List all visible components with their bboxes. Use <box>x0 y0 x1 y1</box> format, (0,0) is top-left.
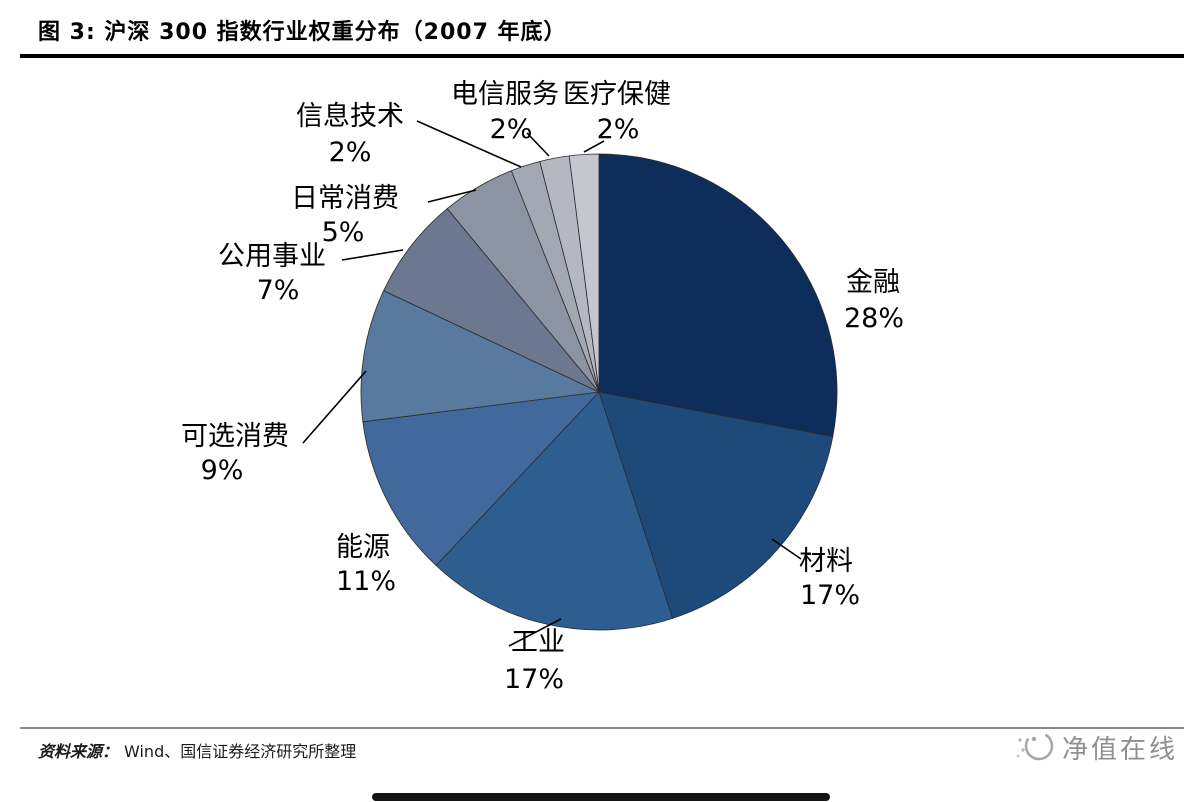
pie-value-工业: 17% <box>504 664 564 695</box>
pie-slice-金融 <box>598 153 838 438</box>
pie-value-材料: 17% <box>800 580 860 611</box>
pie-value-公用事业: 7% <box>257 275 300 306</box>
bottom-bar <box>372 793 830 801</box>
pie-label-公用事业: 公用事业 <box>218 241 326 272</box>
pie-value-电信服务: 2% <box>490 114 533 145</box>
pie-label-可选消费: 可选消费 <box>181 421 289 452</box>
source-note-text: Wind、国信证券经济研究所整理 <box>124 742 357 761</box>
figure-title: 图 3: 沪深 300 指数行业权重分布（2007 年底） <box>38 20 567 45</box>
pie-slice-公用事业 <box>383 208 600 393</box>
pie-label-金融: 金融 <box>846 267 900 298</box>
pie-slice-医疗保健 <box>568 153 600 393</box>
leader-line-材料 <box>771 538 802 560</box>
pie-label-信息技术: 信息技术 <box>296 101 404 132</box>
source-note-prefix: 资料来源： <box>38 742 119 761</box>
leader-line-公用事业 <box>341 249 404 261</box>
leader-line-日常消费 <box>427 189 477 203</box>
pie-label-日常消费: 日常消费 <box>291 183 399 214</box>
pie-slice-可选消费 <box>360 290 601 423</box>
pie-slice-材料 <box>598 391 834 619</box>
pie-value-医疗保健: 2% <box>597 114 640 145</box>
pie-slice-能源 <box>362 391 601 567</box>
pie-value-日常消费: 5% <box>322 217 365 248</box>
leader-line-医疗保健 <box>583 140 605 153</box>
pie-label-电信服务: 电信服务 <box>451 79 559 110</box>
footer-separator-rule <box>20 727 1184 729</box>
leader-line-信息技术 <box>416 120 522 168</box>
watermark: 净值在线 <box>1016 726 1178 768</box>
pie-value-可选消费: 9% <box>201 455 244 486</box>
jingzhi-online-logo-icon <box>1016 726 1056 768</box>
pie-value-金融: 28% <box>844 303 904 334</box>
pie-value-能源: 11% <box>336 566 396 597</box>
title-underline-rule <box>20 54 1184 58</box>
leader-line-工业 <box>508 618 562 647</box>
pie-slice-工业 <box>435 391 674 631</box>
pie-label-材料: 材料 <box>799 546 853 577</box>
leader-line-可选消费 <box>302 370 367 444</box>
pie-label-医疗保健: 医疗保健 <box>563 79 671 110</box>
leader-line-电信服务 <box>526 132 550 157</box>
pie-label-能源: 能源 <box>336 532 390 563</box>
pie-value-信息技术: 2% <box>329 137 372 168</box>
watermark-text: 净值在线 <box>1061 734 1178 765</box>
source-note: 资料来源： Wind、国信证券经济研究所整理 <box>38 738 356 762</box>
pie-label-工业: 工业 <box>511 627 565 658</box>
